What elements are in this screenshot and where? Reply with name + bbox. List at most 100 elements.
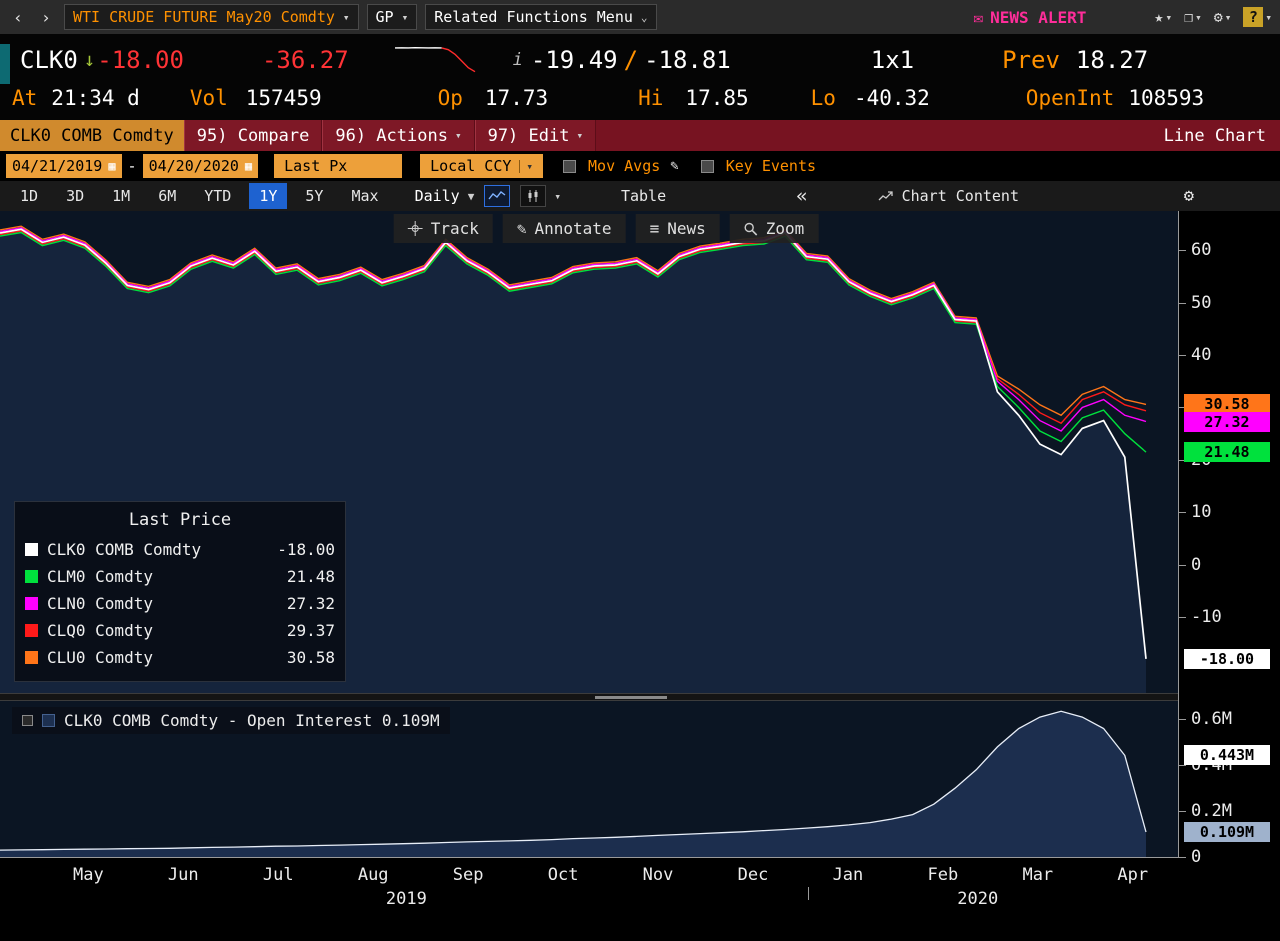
series-name: CLN0 Comdty [47,594,153,613]
period-tab-6m[interactable]: 6M [158,187,177,205]
legend-row[interactable]: CLN0 Comdty 27.32 [25,590,335,617]
low-label: Lo [810,86,836,110]
open-interest-canvas[interactable] [0,701,1178,857]
line-chart-style-button[interactable] [484,185,511,207]
chart-settings-gear-icon[interactable]: ⚙ [1183,186,1194,206]
news-button[interactable]: ≡ News [635,214,720,243]
security-dropdown[interactable]: WTI CRUDE FUTURE May20 Comdty ▾ [64,4,359,30]
help-button[interactable]: ? ▾ [1243,7,1272,27]
year-labels: 2019 2020 [0,887,1178,913]
legend-row[interactable]: CLK0 COMB Comdty -18.00 [25,536,335,563]
track-button[interactable]: Track [393,214,493,243]
pencil-icon: ✎ [516,219,527,238]
x-axis-year-label: 2020 [957,889,999,909]
frequency-value: Daily [414,187,460,205]
open-interest-panel[interactable]: CLK0 COMB Comdty - Open Interest 0.109M [0,701,1178,857]
date-from-input[interactable]: 04/21/2019 ▦ [6,154,122,178]
panel-resize-handle[interactable] [595,696,667,699]
function-dropdown[interactable]: GP ▾ [366,4,418,30]
function-code: GP [375,8,394,26]
legend-row[interactable]: CLM0 Comdty 21.48 [25,563,335,590]
vol-label: Vol [189,86,228,110]
x-axis-month-label: Apr [1117,865,1149,885]
export-icon: ❐ [1184,8,1194,26]
legend-row[interactable]: CLU0 Comdty 30.58 [25,644,335,671]
quote-line-2: At 21:34 d Vol 157459 Op 17.73 Hi 17.85 … [0,80,1280,116]
series-last-value: 21.48 [286,567,335,586]
settings-button[interactable]: ⚙ ▾ [1214,8,1232,26]
compare-button[interactable]: 95) Compare [183,120,323,151]
period-tab-1d[interactable]: 1D [20,187,39,205]
related-functions-menu[interactable]: Related Functions Menu ⌄ [425,4,657,30]
panel-divider [0,693,1178,701]
series-last-value: 29.37 [286,621,335,640]
calendar-icon: ▦ [244,159,253,173]
news-icon: ≡ [649,219,660,238]
series-swatch [25,570,38,583]
help-icon: ? [1243,7,1264,27]
price-field-select[interactable]: Last Px [274,154,403,178]
period-tab-1m[interactable]: 1M [112,187,131,205]
date-range-dash: - [127,157,137,175]
chevron-down-icon: ⌄ [640,10,648,24]
back-button[interactable]: ‹ [13,7,23,27]
chart-content-button[interactable]: Chart Content [878,187,1019,205]
chart-security-label[interactable]: CLK0 COMB Comdty [0,120,184,151]
frequency-select[interactable]: Daily ▼ [415,187,475,205]
series-name: CLQ0 Comdty [47,621,153,640]
period-tab-1y[interactable]: 1Y [249,183,288,209]
collapse-panel-icon[interactable] [22,715,33,726]
high-label: Hi [638,86,664,110]
chart-style-dropdown[interactable]: ▾ [554,189,561,203]
pencil-icon[interactable]: ✎ [670,158,679,174]
currency-select[interactable]: Local CCY ▾ [420,154,544,178]
open-label: Op [437,86,463,110]
period-tab-5y[interactable]: 5Y [305,187,324,205]
edit-button[interactable]: 97) Edit ▾ [474,120,597,151]
chevron-down-icon: ▾ [519,159,533,173]
price-field-value: Last Px [284,157,348,175]
y-axis-tick: 0.2M [1179,801,1232,821]
year-separator-tick [808,887,810,900]
y-axis-tick: 10 [1179,502,1211,522]
key-events-checkbox[interactable] [700,159,714,173]
legend-row[interactable]: CLQ0 Comdty 29.37 [25,617,335,644]
price-chart-panel[interactable]: Track ✎ Annotate ≡ News Zoom Last Price … [0,211,1178,694]
y-axis-tick: 0 [1179,555,1201,575]
date-to-value: 04/20/2020 [148,157,239,175]
candle-chart-style-button[interactable] [520,185,547,207]
export-button[interactable]: ❐ ▾ [1184,8,1202,26]
period-tab-3d[interactable]: 3D [66,187,85,205]
month-labels: May Jun Jul Aug Sep Oct Nov Dec Jan Feb Mar Apr [0,857,1178,887]
x-axis-month-label: Jul [262,865,294,885]
news-alert-button[interactable]: ✉ NEWS ALERT [973,8,1086,27]
zoom-button[interactable]: Zoom [729,214,819,243]
forward-button[interactable]: › [41,7,51,27]
open-interest-swatch [42,714,55,727]
y-axis-tick: 0 [1179,847,1201,867]
news-alert-label: NEWS ALERT [990,7,1087,27]
y-axis-line [1178,211,1179,857]
period-tab-ytd[interactable]: YTD [204,187,232,205]
table-button[interactable]: Table [620,187,667,205]
period-tab-max[interactable]: Max [351,187,379,205]
annotate-button[interactable]: ✎ Annotate [502,214,626,243]
chart-content-label: Chart Content [901,187,1019,205]
favorites-button[interactable]: ★ ▾ [1154,8,1172,26]
mov-avgs-checkbox[interactable] [563,159,577,173]
prev-label: Prev [1002,46,1060,74]
open-price: 17.73 [484,86,549,110]
series-last-value: 30.58 [286,648,335,667]
open-interest-legend-label: CLK0 COMB Comdty - Open Interest 0.109M [64,711,440,730]
collapse-button[interactable]: « [796,185,808,207]
x-axis-year-label: 2019 [385,889,427,909]
series-name: CLK0 COMB Comdty [47,540,202,559]
actions-button[interactable]: 96) Actions ▾ [322,120,475,151]
series-swatch [25,543,38,556]
at-time: 21:34 d [51,86,140,110]
magnifier-icon [744,222,758,236]
y-axis-tick: 60 [1179,240,1211,260]
date-to-input[interactable]: 04/20/2020 ▦ [142,154,259,178]
gear-icon: ⚙ [1213,8,1223,26]
